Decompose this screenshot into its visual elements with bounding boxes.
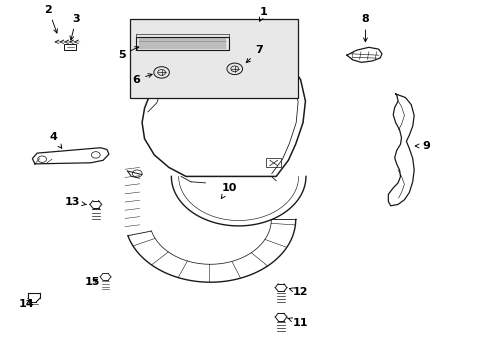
Text: 14: 14	[18, 299, 34, 309]
Text: 11: 11	[287, 318, 308, 328]
Text: 1: 1	[259, 7, 267, 21]
Text: 4: 4	[49, 132, 61, 148]
Bar	[266, 158, 281, 167]
Text: 9: 9	[414, 141, 429, 151]
Text: 12: 12	[289, 287, 308, 297]
Bar	[136, 37, 228, 50]
Bar	[64, 44, 76, 50]
Text: 3: 3	[70, 14, 80, 40]
Text: 8: 8	[361, 14, 368, 42]
Text: 15: 15	[84, 277, 100, 287]
Text: 2: 2	[44, 5, 57, 33]
Text: 10: 10	[221, 183, 236, 198]
Text: 13: 13	[65, 197, 86, 207]
Bar	[130, 19, 298, 98]
Text: 5: 5	[118, 47, 139, 60]
Text: 7: 7	[246, 45, 263, 63]
Text: 6: 6	[132, 74, 152, 85]
